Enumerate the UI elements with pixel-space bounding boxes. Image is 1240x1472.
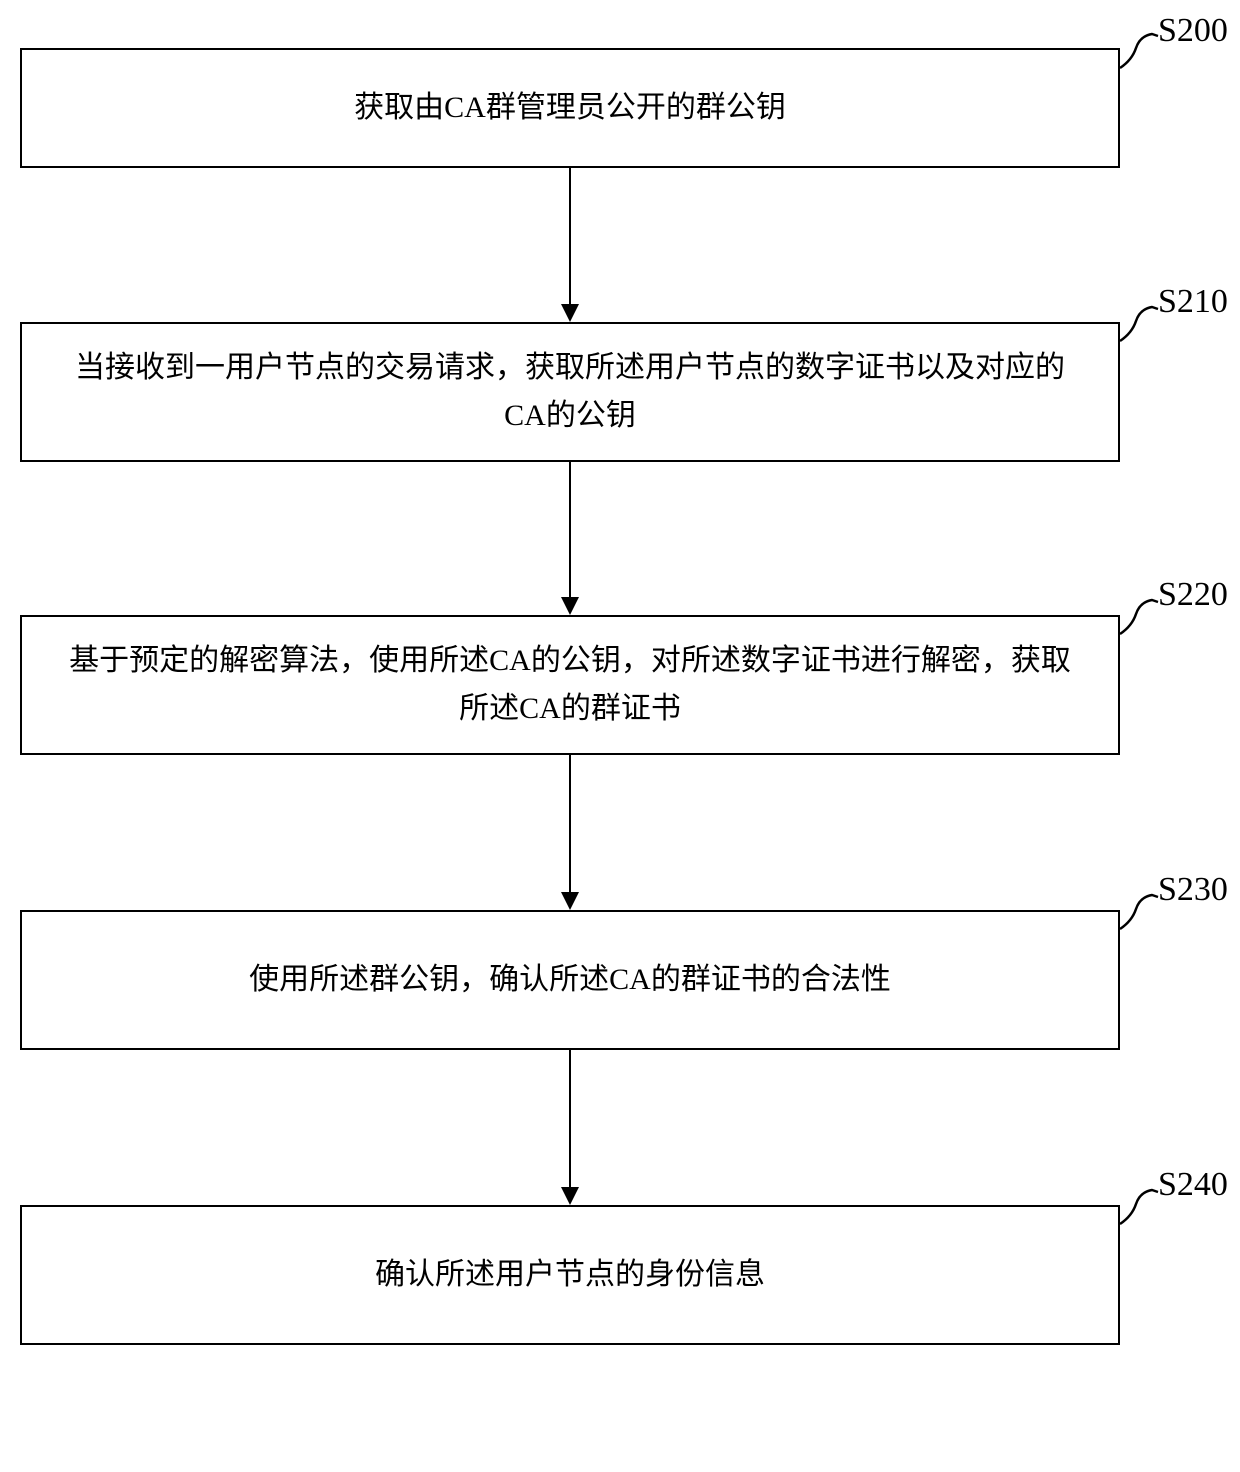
- flowchart-step-box: 确认所述用户节点的身份信息: [20, 1205, 1120, 1345]
- arrow-head-icon: [561, 1187, 579, 1205]
- flowchart-step-text: 使用所述群公钥，确认所述CA的群证书的合法性: [249, 956, 891, 1004]
- flowchart-step-box: 使用所述群公钥，确认所述CA的群证书的合法性: [20, 910, 1120, 1050]
- flowchart-container: 获取由CA群管理员公开的群公钥 S200 当接收到一用户节点的交易请求，获取所述…: [0, 0, 1240, 1472]
- flowchart-step-box: 当接收到一用户节点的交易请求，获取所述用户节点的数字证书以及对应的CA的公钥: [20, 322, 1120, 462]
- flowchart-step-label: S240: [1158, 1166, 1228, 1204]
- connector-curve-icon: [1118, 883, 1162, 933]
- flowchart-step-label: S230: [1158, 871, 1228, 909]
- flowchart-step-text: 获取由CA群管理员公开的群公钥: [354, 84, 786, 132]
- flowchart-step-label: S210: [1158, 283, 1228, 321]
- flowchart-step-box: 基于预定的解密算法，使用所述CA的公钥，对所述数字证书进行解密，获取所述CA的群…: [20, 615, 1120, 755]
- arrow-head-icon: [561, 304, 579, 322]
- connector-curve-icon: [1118, 22, 1162, 72]
- arrow-line: [569, 755, 571, 892]
- connector-curve-icon: [1118, 588, 1162, 638]
- flowchart-step-label: S200: [1158, 12, 1228, 50]
- flowchart-step-text: 当接收到一用户节点的交易请求，获取所述用户节点的数字证书以及对应的CA的公钥: [62, 344, 1078, 440]
- arrow-head-icon: [561, 892, 579, 910]
- arrow-line: [569, 168, 571, 304]
- connector-curve-icon: [1118, 1178, 1162, 1228]
- flowchart-step-label: S220: [1158, 576, 1228, 614]
- flowchart-step-box: 获取由CA群管理员公开的群公钥: [20, 48, 1120, 168]
- arrow-line: [569, 1050, 571, 1187]
- flowchart-step-text: 确认所述用户节点的身份信息: [375, 1251, 765, 1299]
- arrow-head-icon: [561, 597, 579, 615]
- flowchart-step-text: 基于预定的解密算法，使用所述CA的公钥，对所述数字证书进行解密，获取所述CA的群…: [62, 637, 1078, 733]
- arrow-line: [569, 462, 571, 597]
- connector-curve-icon: [1118, 295, 1162, 345]
